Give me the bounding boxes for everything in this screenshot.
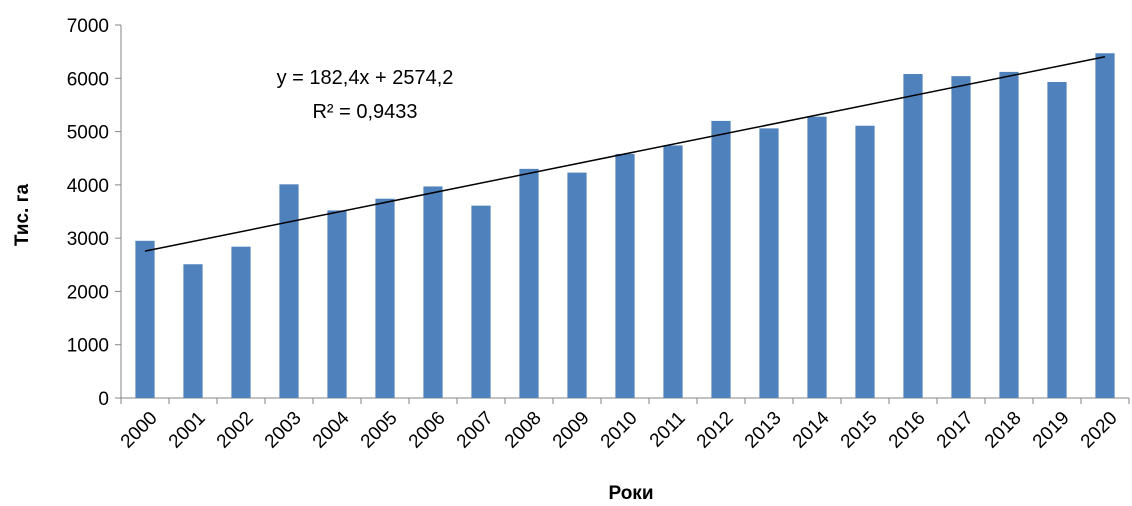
bar-2014 xyxy=(807,117,826,398)
x-tick-label: 2007 xyxy=(453,408,498,453)
y-tick-label: 2000 xyxy=(67,282,109,303)
trendline-r-squared: R² = 0,9433 xyxy=(312,101,417,123)
x-tick-label: 2009 xyxy=(549,408,594,453)
bar-2012 xyxy=(711,121,730,398)
x-tick-label: 2010 xyxy=(597,408,642,453)
bar-2011 xyxy=(663,145,682,398)
y-tick-label: 1000 xyxy=(67,336,109,357)
x-tick-label: 2019 xyxy=(1029,408,1074,453)
bar-2005 xyxy=(375,199,394,398)
x-tick-label: 2002 xyxy=(213,408,258,453)
bar-2007 xyxy=(471,206,490,398)
y-tick-label: 0 xyxy=(98,389,109,410)
bar-2003 xyxy=(279,184,298,398)
bar-2010 xyxy=(615,154,634,398)
x-tick-label: 2004 xyxy=(309,407,354,452)
x-tick-label: 2006 xyxy=(405,408,450,453)
x-tick-label: 2011 xyxy=(646,408,690,452)
x-tick-label: 2003 xyxy=(261,408,306,453)
bar-2016 xyxy=(903,74,922,398)
x-tick-label: 2005 xyxy=(357,408,402,453)
bar-2018 xyxy=(999,72,1018,398)
y-tick-label: 5000 xyxy=(67,123,109,144)
x-tick-label: 2008 xyxy=(501,408,546,453)
bar-2015 xyxy=(855,126,874,398)
y-axis-title: Тис. га xyxy=(12,183,33,246)
bar-2008 xyxy=(519,169,538,398)
bar-2002 xyxy=(231,247,250,398)
x-tick-label: 2016 xyxy=(885,408,930,453)
y-tick-label: 7000 xyxy=(67,16,109,37)
x-tick-label: 2000 xyxy=(117,408,162,453)
x-tick-label: 2017 xyxy=(933,408,978,453)
bar-2006 xyxy=(423,186,442,398)
bar-2019 xyxy=(1047,82,1066,398)
x-tick-label: 2018 xyxy=(981,408,1026,453)
x-tick-label: 2001 xyxy=(165,408,210,453)
y-tick-label: 6000 xyxy=(67,69,109,90)
bar-2020 xyxy=(1095,53,1114,398)
bars xyxy=(135,53,1114,398)
bar-2009 xyxy=(567,173,586,398)
x-tick-label: 2013 xyxy=(741,408,786,453)
bar-2017 xyxy=(951,76,970,398)
bar-2013 xyxy=(759,128,778,398)
y-tick-label: 4000 xyxy=(67,176,109,197)
bar-2001 xyxy=(183,264,202,398)
y-tick-label: 3000 xyxy=(67,229,109,250)
x-axis-title: Роки xyxy=(609,483,654,504)
x-tick-label: 2012 xyxy=(693,408,738,453)
x-tick-label: 2014 xyxy=(789,407,834,452)
x-tick-label: 2015 xyxy=(837,408,882,453)
x-axis: 2000 2001 2002 2003 2004 2005 2006 2007 2008 2009… xyxy=(117,398,1129,452)
bar-2004 xyxy=(327,210,346,398)
x-tick-label: 2020 xyxy=(1077,408,1122,453)
trendline-equation: y = 182,4x + 2574,2 xyxy=(277,67,454,89)
bar-2000 xyxy=(135,241,154,398)
y-axis: 0 1000 2000 3000 4000 5000 6000 7000 xyxy=(67,16,121,410)
